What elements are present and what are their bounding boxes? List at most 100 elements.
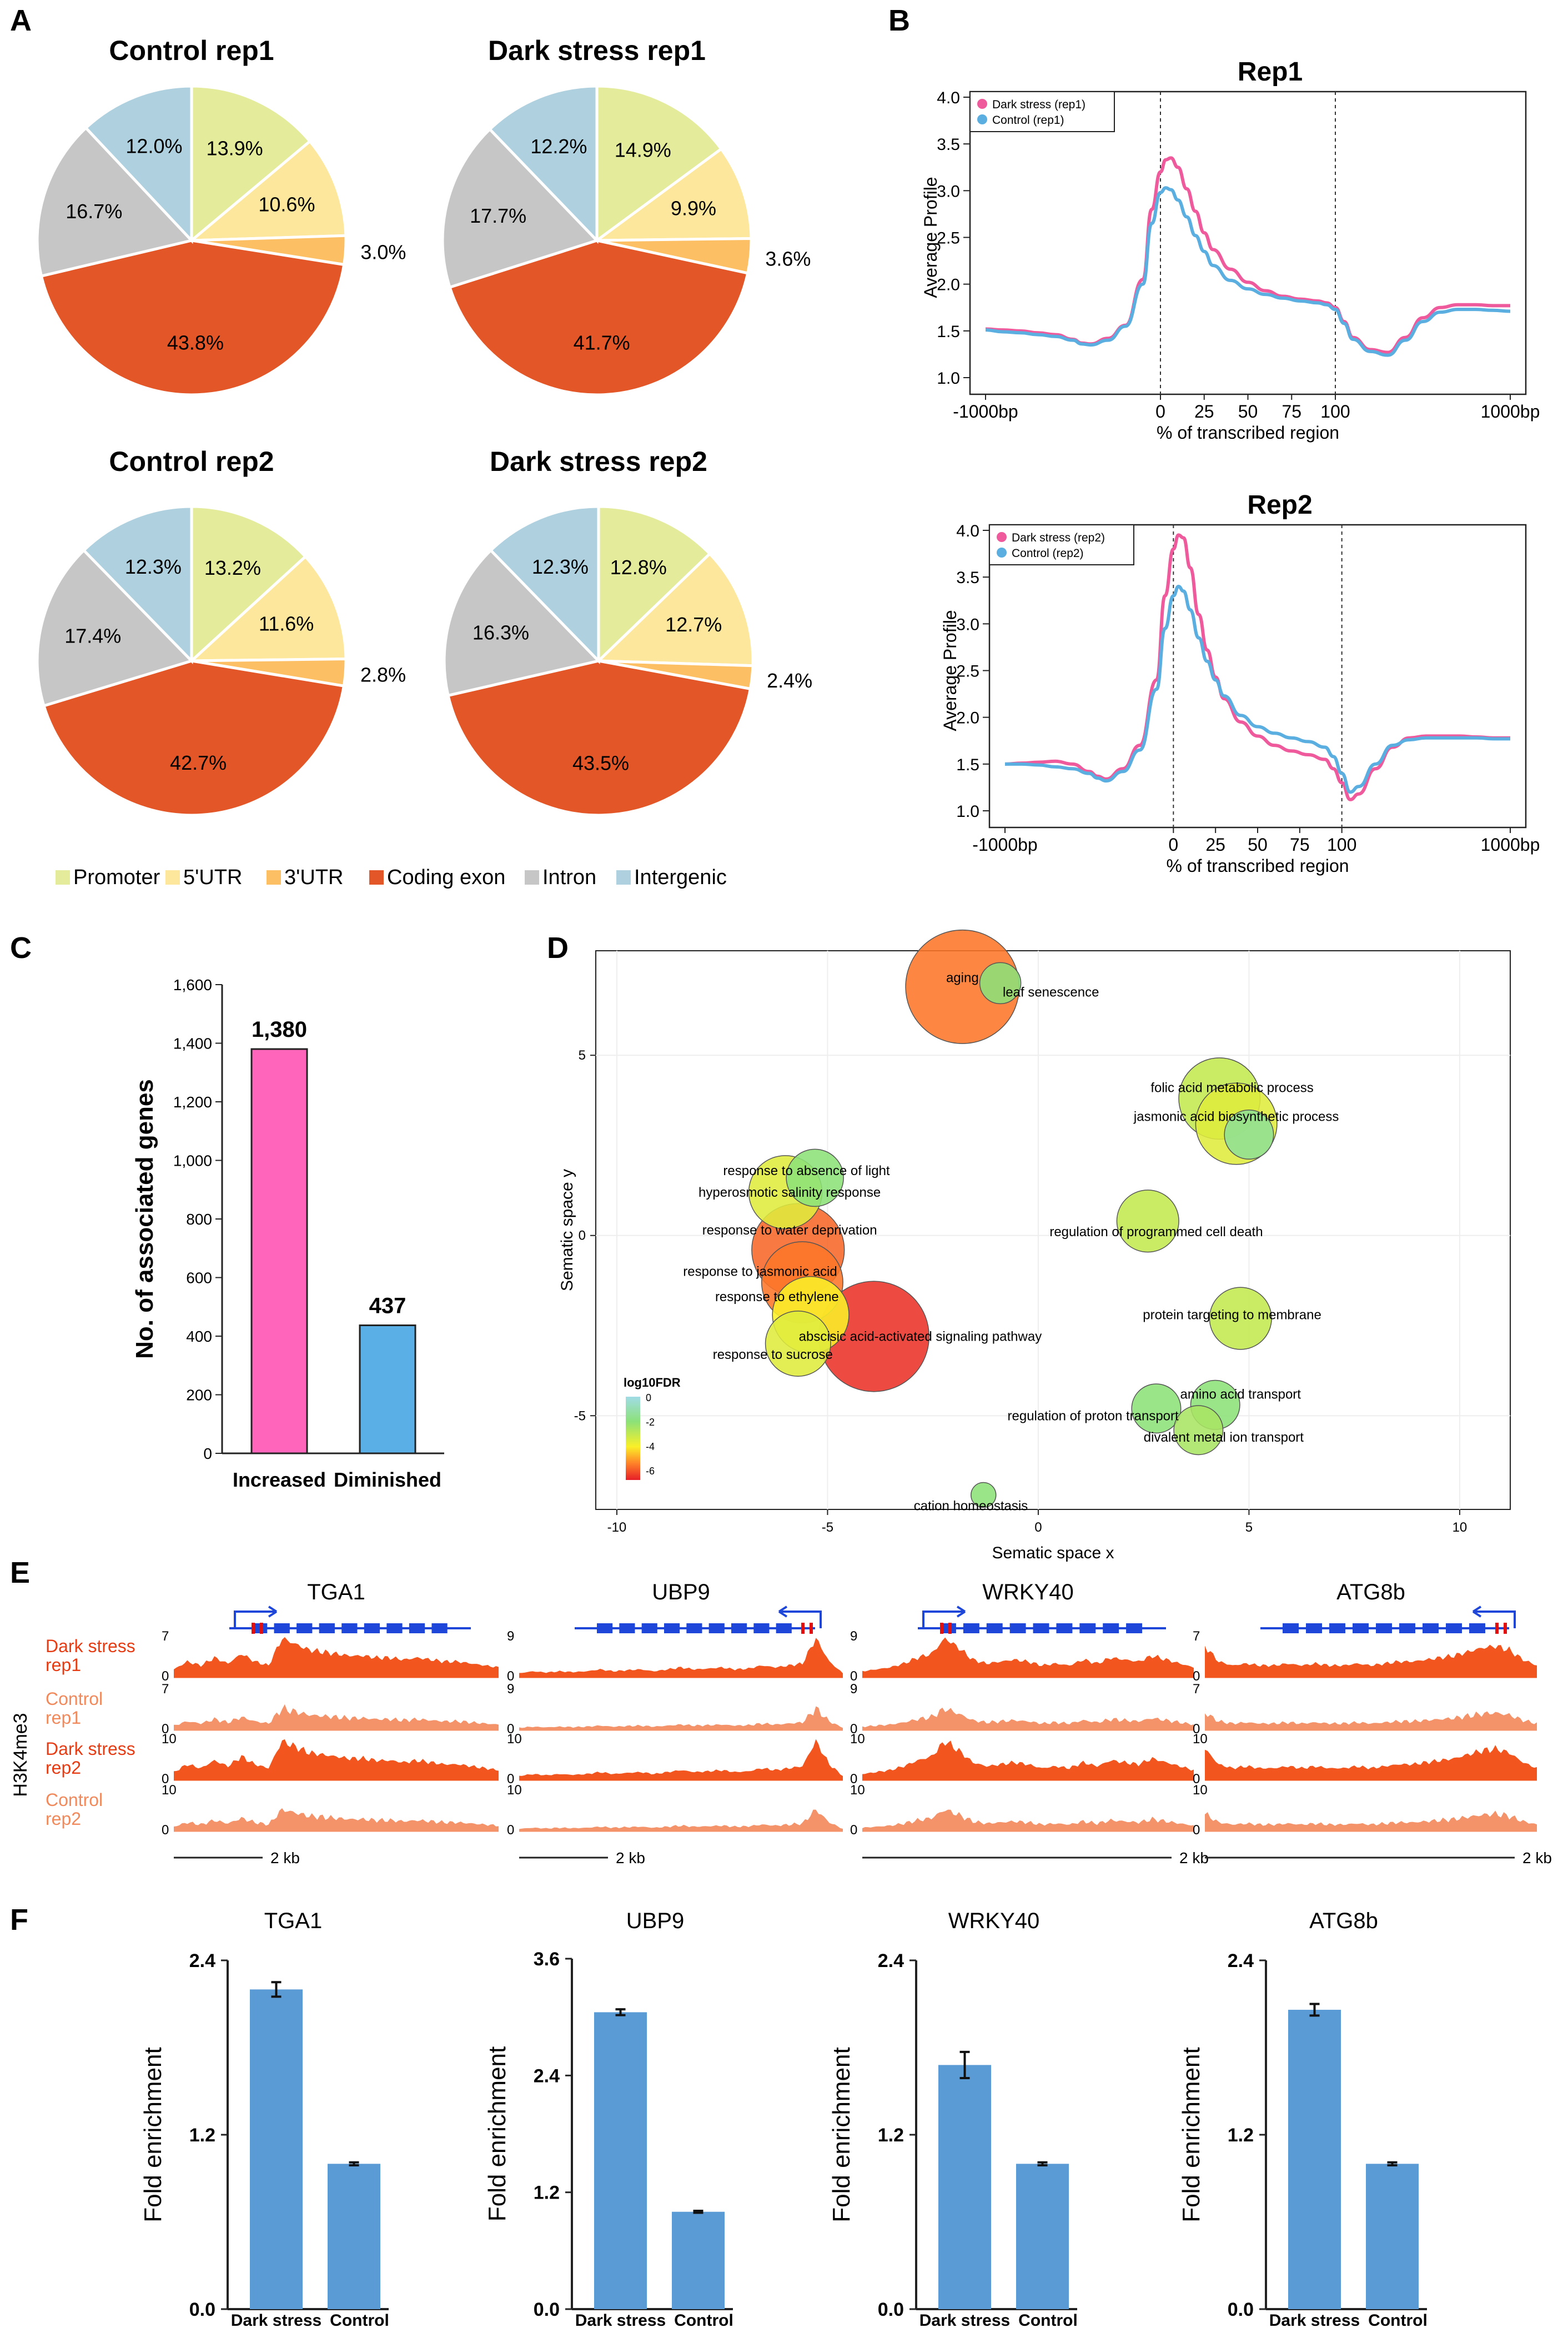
y-tick-label: 3.5 [937, 136, 960, 154]
bar-dark-stress [938, 2065, 991, 2309]
track-scale-max: 7 [162, 1629, 169, 1644]
chart-title: WRKY40 [948, 1909, 1040, 1933]
bar-control [328, 2164, 380, 2309]
legend-label: Dark stress (rep2) [1012, 531, 1105, 544]
y-tick-label: 1.5 [937, 323, 960, 341]
tss-arrow [234, 1610, 277, 1628]
pie-value-label: 12.3% [532, 555, 589, 578]
gene-name: ATG8b [1336, 1580, 1405, 1604]
pie-value-label: 16.3% [473, 621, 529, 644]
gene-exon [731, 1623, 747, 1633]
bar-value-label: 1,380 [252, 1017, 307, 1042]
pie-value-label: 2.4% [767, 669, 812, 692]
gene-exon [1079, 1623, 1096, 1633]
gene-exon [1126, 1623, 1143, 1633]
tss-arrowhead [1472, 1605, 1482, 1618]
category-label: Control [330, 2311, 389, 2328]
plot-frame [988, 524, 1527, 829]
track-scale-zero: 0 [1193, 1823, 1200, 1838]
y-axis-label: No. of associated genes [131, 1079, 158, 1359]
pie-legend: Promoter 5'UTR 3'UTR Coding exon Intron Inter… [56, 866, 727, 889]
y-axis-label: Average Profile [921, 177, 941, 298]
y-tick-label: 4.0 [956, 522, 979, 540]
x-axis-label: Sematic space x [992, 1544, 1114, 1562]
coverage-track [862, 1707, 1194, 1730]
y-tick-label: 0 [203, 1445, 212, 1462]
y-axis-label: Fold enrichment [828, 2047, 855, 2222]
pie-slice-coding-exon [39, 239, 346, 397]
x-tick-label: 1000bp [1481, 402, 1540, 422]
x-tick-label: 5 [1245, 1520, 1253, 1535]
track-label: Control [46, 1790, 103, 1810]
series-line-dark-stress [1004, 533, 1510, 801]
go-term-label: jasmonic acid biosynthetic process [1133, 1110, 1339, 1125]
go-term-label: aging [946, 971, 979, 986]
legend-label: Intergenic [634, 866, 727, 889]
x-axis-label: % of transcribed region [1166, 856, 1349, 876]
coverage-track [174, 1637, 499, 1677]
go-term-bubble [1173, 1405, 1224, 1456]
pie-value-label: 43.5% [572, 751, 629, 774]
bar-control [1016, 2164, 1069, 2309]
pie-slice-coding-exon [448, 239, 750, 397]
gene-exon [940, 1623, 956, 1633]
track-label: rep2 [46, 1809, 81, 1829]
y-axis-label: Average Profile [940, 610, 960, 731]
primer-marker [252, 1623, 255, 1634]
gene-exon [1353, 1623, 1369, 1633]
category-label: Increased [233, 1468, 326, 1491]
go-term-bubble [765, 1310, 831, 1377]
category-label: Control [1368, 2311, 1428, 2328]
panel-label-f: F [10, 1903, 28, 1936]
track-label: Dark stress [46, 1739, 135, 1759]
gene-exon [1009, 1623, 1026, 1633]
line-chart-rep2: Rep2 1.0 1.5 2.0 2.5 3.0 3.5 4.0 -1000bp 0 25 50 75 1… [940, 490, 1540, 876]
tss-arrow [779, 1610, 822, 1628]
primer-marker [1504, 1623, 1507, 1634]
track-scale-max: 9 [850, 1682, 857, 1697]
tss-arrowhead [268, 1605, 278, 1618]
go-term-label: divalent metal ion transport [1144, 1430, 1304, 1445]
gene-exon [386, 1623, 403, 1633]
bar-control [1366, 2164, 1419, 2309]
y-tick-label: 1.2 [1228, 2125, 1254, 2146]
primer-marker [810, 1623, 813, 1634]
gene-name: TGA1 [307, 1580, 365, 1604]
gene-exon [1376, 1623, 1392, 1633]
gene-exon [1306, 1623, 1322, 1633]
y-tick-label: 2.0 [956, 709, 979, 727]
y-tick-label: 1.5 [956, 756, 979, 774]
series-line-control [1004, 584, 1510, 794]
track-scale-max: 7 [162, 1682, 169, 1697]
legend-marker [977, 99, 987, 109]
x-tick-label: 50 [1238, 402, 1258, 422]
coverage-track [174, 1739, 499, 1780]
legend-box [989, 524, 1134, 565]
y-tick-label: 1.0 [937, 369, 960, 388]
y-tick-label: 3.5 [956, 569, 979, 587]
fold-enrichment-charts: TGA1 0.0 1.2 2.4 Fold enrichment Dark stress C… [139, 1909, 1428, 2328]
pie-value-label: 43.8% [167, 331, 224, 354]
bar-value-label: 437 [369, 1293, 406, 1318]
y-tick-label: 1.0 [956, 802, 979, 821]
x-tick-label: 0 [1168, 835, 1178, 855]
x-tick-label: 0 [1155, 402, 1165, 422]
pie-slice-5-utr [595, 551, 755, 668]
track-scale-zero: 0 [1193, 1722, 1200, 1737]
pie-slice-promoter [595, 84, 723, 243]
gene-exon [296, 1623, 313, 1633]
pie-slice-promoter [597, 505, 712, 664]
track-scale-max: 9 [850, 1629, 857, 1644]
go-term-label: response to sucrose [713, 1347, 833, 1362]
line-chart-rep1: Rep1 1.0 1.5 2.0 2.5 3.0 3.5 4.0 -1000bp 0 25 50 75 1… [921, 57, 1540, 443]
scale-bar-label: 2 kb [270, 1849, 300, 1867]
bar-control [672, 2211, 725, 2309]
pie-slice-intron [443, 548, 601, 698]
y-tick-label: 0.0 [1228, 2299, 1254, 2320]
coverage-track [519, 1809, 843, 1831]
bar-chart-associated-genes: 0 200 400 600 800 1,000 1,200 1,400 1,600 No. of … [131, 976, 444, 1491]
color-legend-title: log10FDR [624, 1376, 681, 1389]
gene-exon [986, 1623, 1003, 1633]
track-scale-max: 9 [507, 1629, 514, 1644]
x-tick-label: -1000bp [953, 402, 1018, 422]
